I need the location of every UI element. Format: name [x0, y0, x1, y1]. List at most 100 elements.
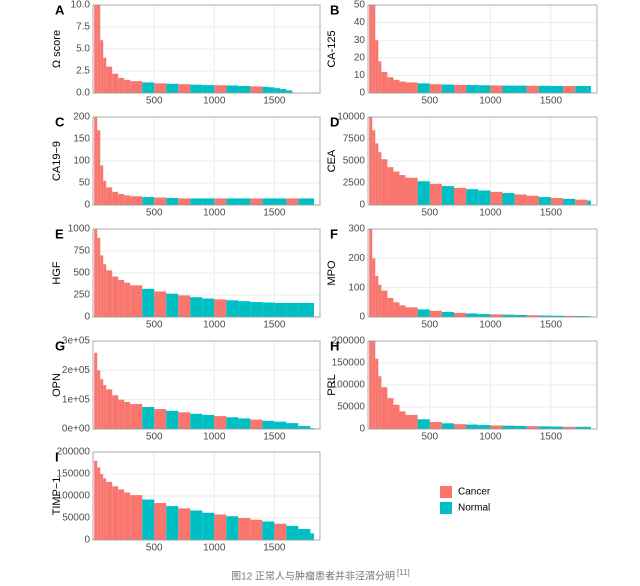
- bar: [94, 352, 98, 429]
- x-tick-label: 1500: [263, 432, 286, 443]
- bar: [375, 143, 379, 205]
- bar: [399, 175, 406, 205]
- panel-letter: H: [330, 338, 339, 353]
- bar: [399, 411, 406, 429]
- y-tick-label: 50000: [62, 513, 90, 524]
- bar: [274, 88, 281, 93]
- bar: [369, 5, 373, 93]
- bar: [154, 83, 167, 93]
- x-tick-label: 500: [146, 96, 163, 107]
- bar: [369, 341, 373, 429]
- bar: [142, 499, 155, 540]
- bar: [238, 418, 251, 429]
- bar: [563, 426, 576, 429]
- bar: [112, 191, 119, 205]
- bar: [130, 404, 143, 429]
- bar: [103, 478, 107, 540]
- bar: [393, 302, 400, 317]
- bar: [490, 191, 503, 205]
- bar: [214, 85, 227, 93]
- panel-letter: G: [55, 338, 65, 353]
- bar: [387, 297, 394, 317]
- panel-border: [367, 228, 598, 318]
- bar: [124, 492, 131, 540]
- bar: [94, 229, 98, 317]
- x-tick-label: 1000: [479, 208, 502, 219]
- bar: [118, 78, 125, 93]
- bar: [575, 85, 588, 93]
- y-tick-label: 150000: [57, 469, 91, 480]
- y-tick-label: 0: [359, 312, 365, 323]
- bar: [441, 84, 455, 93]
- y-tick-label: 7500: [343, 134, 366, 145]
- y-tick-label: 100000: [57, 491, 91, 502]
- x-tick-label: 1000: [479, 320, 502, 331]
- y-tick-label: 0: [359, 200, 365, 211]
- panel-border: [367, 116, 598, 206]
- bar: [429, 310, 442, 317]
- bar: [417, 419, 430, 429]
- bar: [118, 194, 125, 205]
- x-tick-label: 500: [421, 432, 438, 443]
- x-tick-label: 500: [146, 208, 163, 219]
- x-tick-label: 1500: [540, 96, 563, 107]
- y-axis-title: OPN: [51, 373, 63, 397]
- bar: [100, 255, 104, 317]
- panel-background: [368, 229, 597, 317]
- bar: [550, 85, 564, 93]
- bar: [310, 533, 314, 540]
- bar: [387, 77, 394, 93]
- bar: [142, 82, 155, 93]
- bar: [97, 467, 101, 540]
- y-tick-label: 100: [348, 282, 365, 293]
- bar: [466, 189, 479, 205]
- y-tick-label: 50000: [337, 402, 365, 413]
- y-axis-title: TIMP−1: [51, 477, 63, 516]
- panel-letter: E: [55, 226, 64, 241]
- bar: [250, 198, 263, 205]
- y-tick-label: 500: [73, 268, 90, 279]
- bar: [378, 61, 382, 93]
- bar: [298, 198, 311, 205]
- bar: [372, 5, 376, 93]
- bar: [202, 414, 215, 429]
- y-tick-label: 0: [84, 312, 90, 323]
- bar: [393, 79, 400, 93]
- bar: [100, 40, 104, 93]
- bar: [381, 387, 388, 429]
- bar: [490, 85, 503, 93]
- bar: [502, 425, 515, 429]
- bar: [538, 426, 551, 429]
- panel-letter: A: [55, 2, 65, 17]
- bar: [262, 420, 275, 429]
- bar: [214, 198, 227, 205]
- y-tick-label: 2500: [343, 178, 366, 189]
- bar: [514, 425, 527, 429]
- bar: [587, 426, 591, 429]
- bar: [262, 198, 275, 205]
- x-tick-label: 1500: [263, 208, 286, 219]
- y-tick-label: 0: [359, 88, 365, 99]
- bar: [238, 518, 251, 540]
- bar: [478, 425, 491, 429]
- bar: [369, 117, 373, 205]
- y-tick-label: 250: [73, 290, 90, 301]
- bar: [124, 79, 131, 93]
- bar: [387, 167, 394, 205]
- bar: [502, 193, 515, 205]
- y-tick-label: 150: [73, 134, 90, 145]
- y-tick-label: 10: [354, 70, 366, 81]
- bar: [538, 315, 551, 317]
- bar: [190, 84, 203, 93]
- bar: [375, 275, 379, 317]
- y-tick-label: 50: [354, 0, 366, 11]
- bar: [214, 514, 227, 540]
- bar: [178, 412, 191, 429]
- y-tick-label: 0e+00: [62, 424, 91, 435]
- bar: [274, 302, 287, 317]
- bar: [298, 529, 311, 540]
- bar: [405, 414, 418, 429]
- bar: [478, 85, 491, 93]
- y-axis-title: MPO: [326, 260, 338, 286]
- x-tick-label: 1000: [203, 208, 226, 219]
